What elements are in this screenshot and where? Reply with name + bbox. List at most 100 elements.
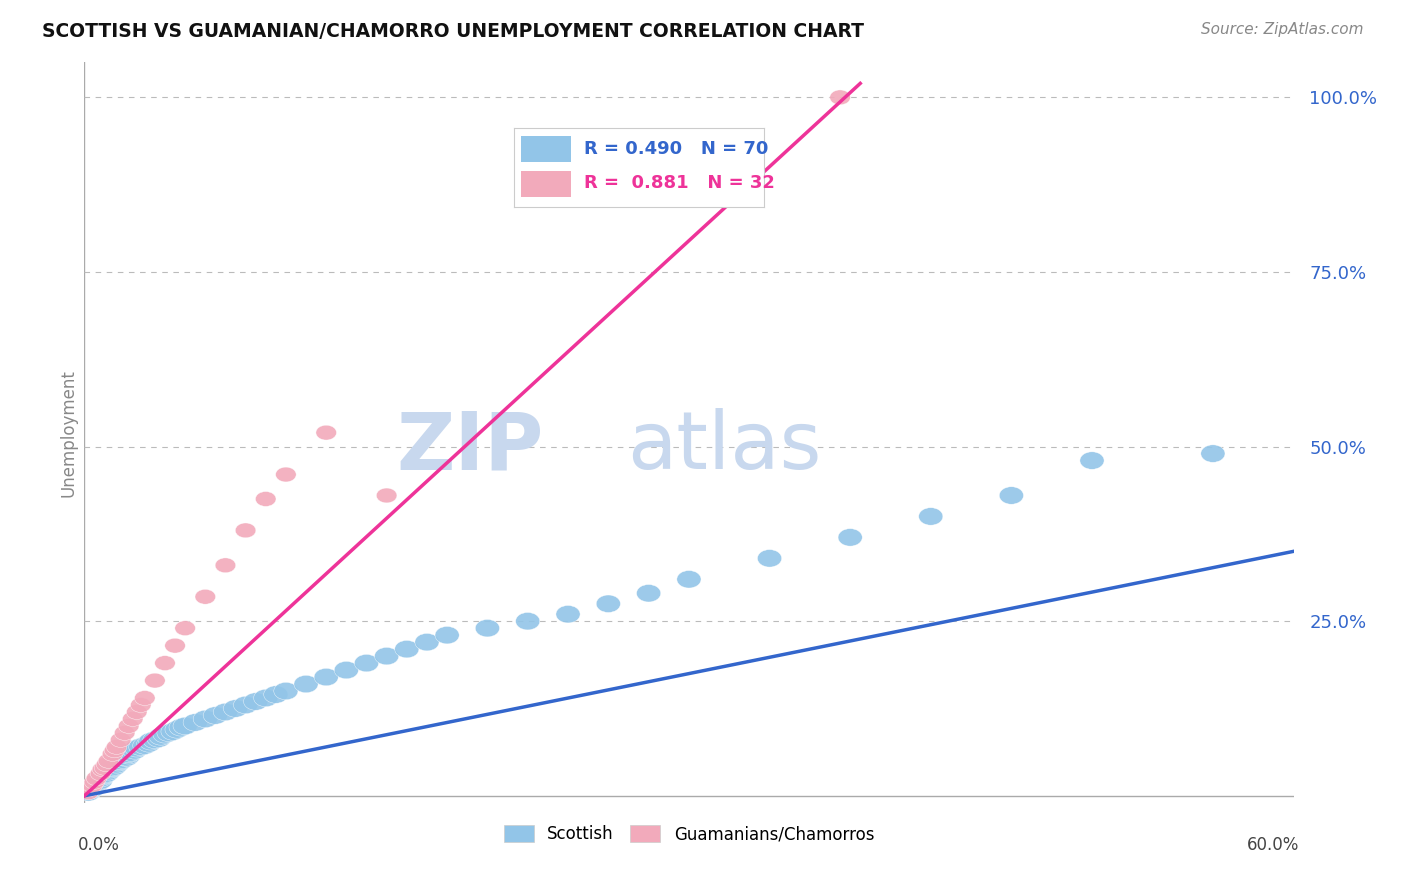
Ellipse shape bbox=[555, 606, 581, 623]
Ellipse shape bbox=[155, 656, 176, 671]
Ellipse shape bbox=[94, 764, 118, 782]
Text: atlas: atlas bbox=[627, 409, 823, 486]
Ellipse shape bbox=[135, 690, 155, 706]
Ellipse shape bbox=[94, 761, 115, 775]
Ellipse shape bbox=[1201, 445, 1225, 462]
Ellipse shape bbox=[174, 621, 195, 636]
Ellipse shape bbox=[127, 705, 148, 720]
Text: ZIP: ZIP bbox=[396, 409, 544, 486]
Ellipse shape bbox=[80, 781, 101, 797]
Ellipse shape bbox=[637, 584, 661, 602]
Ellipse shape bbox=[100, 759, 125, 777]
Ellipse shape bbox=[118, 744, 143, 761]
Ellipse shape bbox=[90, 767, 115, 785]
Ellipse shape bbox=[117, 747, 141, 764]
Ellipse shape bbox=[84, 774, 104, 789]
Ellipse shape bbox=[122, 741, 146, 759]
Ellipse shape bbox=[157, 724, 181, 741]
Ellipse shape bbox=[149, 728, 173, 745]
Ellipse shape bbox=[112, 748, 136, 766]
Ellipse shape bbox=[108, 752, 132, 770]
Ellipse shape bbox=[82, 778, 103, 793]
Ellipse shape bbox=[233, 697, 257, 714]
Ellipse shape bbox=[83, 777, 107, 794]
Ellipse shape bbox=[475, 619, 499, 637]
Ellipse shape bbox=[79, 781, 103, 799]
Ellipse shape bbox=[107, 739, 127, 755]
Ellipse shape bbox=[374, 648, 399, 665]
Ellipse shape bbox=[276, 467, 297, 482]
Ellipse shape bbox=[235, 523, 256, 538]
Ellipse shape bbox=[264, 686, 288, 703]
Ellipse shape bbox=[596, 595, 620, 613]
FancyBboxPatch shape bbox=[522, 171, 571, 197]
Ellipse shape bbox=[115, 748, 139, 766]
Ellipse shape bbox=[86, 773, 111, 790]
Ellipse shape bbox=[76, 783, 100, 801]
Text: Source: ZipAtlas.com: Source: ZipAtlas.com bbox=[1201, 22, 1364, 37]
Ellipse shape bbox=[314, 668, 339, 686]
Ellipse shape bbox=[93, 762, 112, 777]
Ellipse shape bbox=[90, 766, 111, 780]
Ellipse shape bbox=[204, 706, 228, 724]
Ellipse shape bbox=[316, 425, 336, 440]
Ellipse shape bbox=[103, 757, 127, 775]
Ellipse shape bbox=[215, 558, 236, 573]
Ellipse shape bbox=[131, 698, 150, 713]
Legend: Scottish, Guamanians/Chamorros: Scottish, Guamanians/Chamorros bbox=[498, 819, 880, 850]
Ellipse shape bbox=[274, 682, 298, 700]
Ellipse shape bbox=[169, 719, 193, 736]
Ellipse shape bbox=[193, 710, 218, 728]
Ellipse shape bbox=[117, 745, 141, 763]
Ellipse shape bbox=[214, 703, 238, 721]
Ellipse shape bbox=[146, 730, 172, 747]
Ellipse shape bbox=[89, 772, 112, 789]
Text: 0.0%: 0.0% bbox=[79, 836, 120, 855]
Ellipse shape bbox=[415, 633, 439, 651]
Ellipse shape bbox=[107, 754, 131, 771]
Text: 60.0%: 60.0% bbox=[1247, 836, 1299, 855]
Ellipse shape bbox=[143, 731, 167, 748]
Ellipse shape bbox=[395, 640, 419, 658]
Y-axis label: Unemployment: Unemployment bbox=[59, 368, 77, 497]
Ellipse shape bbox=[253, 690, 278, 706]
Ellipse shape bbox=[98, 761, 122, 778]
Text: R = 0.490   N = 70: R = 0.490 N = 70 bbox=[583, 140, 768, 159]
Ellipse shape bbox=[676, 571, 702, 588]
Ellipse shape bbox=[84, 774, 108, 792]
Ellipse shape bbox=[93, 766, 117, 783]
Ellipse shape bbox=[243, 693, 267, 710]
Text: SCOTTISH VS GUAMANIAN/CHAMORRO UNEMPLOYMENT CORRELATION CHART: SCOTTISH VS GUAMANIAN/CHAMORRO UNEMPLOYM… bbox=[42, 22, 865, 41]
Ellipse shape bbox=[173, 717, 197, 735]
Ellipse shape bbox=[1000, 487, 1024, 504]
Ellipse shape bbox=[114, 725, 135, 740]
Ellipse shape bbox=[918, 508, 943, 525]
Ellipse shape bbox=[195, 590, 215, 604]
Ellipse shape bbox=[830, 90, 851, 104]
Ellipse shape bbox=[83, 779, 107, 797]
Ellipse shape bbox=[103, 747, 122, 762]
Ellipse shape bbox=[1080, 452, 1104, 469]
Ellipse shape bbox=[129, 739, 153, 756]
Ellipse shape bbox=[110, 732, 131, 747]
FancyBboxPatch shape bbox=[522, 136, 571, 162]
Ellipse shape bbox=[125, 739, 149, 757]
Ellipse shape bbox=[104, 756, 129, 773]
Ellipse shape bbox=[354, 655, 378, 672]
Ellipse shape bbox=[104, 743, 125, 758]
Ellipse shape bbox=[86, 771, 107, 786]
Ellipse shape bbox=[294, 675, 318, 693]
Ellipse shape bbox=[139, 732, 163, 750]
Ellipse shape bbox=[758, 549, 782, 567]
Ellipse shape bbox=[118, 719, 139, 733]
Ellipse shape bbox=[183, 714, 207, 731]
Ellipse shape bbox=[89, 770, 112, 787]
Ellipse shape bbox=[122, 712, 143, 726]
Ellipse shape bbox=[111, 751, 135, 768]
Ellipse shape bbox=[160, 723, 186, 740]
Ellipse shape bbox=[96, 757, 117, 772]
Ellipse shape bbox=[136, 735, 160, 752]
Ellipse shape bbox=[145, 673, 165, 688]
Text: R =  0.881   N = 32: R = 0.881 N = 32 bbox=[583, 174, 775, 192]
Ellipse shape bbox=[434, 626, 460, 644]
